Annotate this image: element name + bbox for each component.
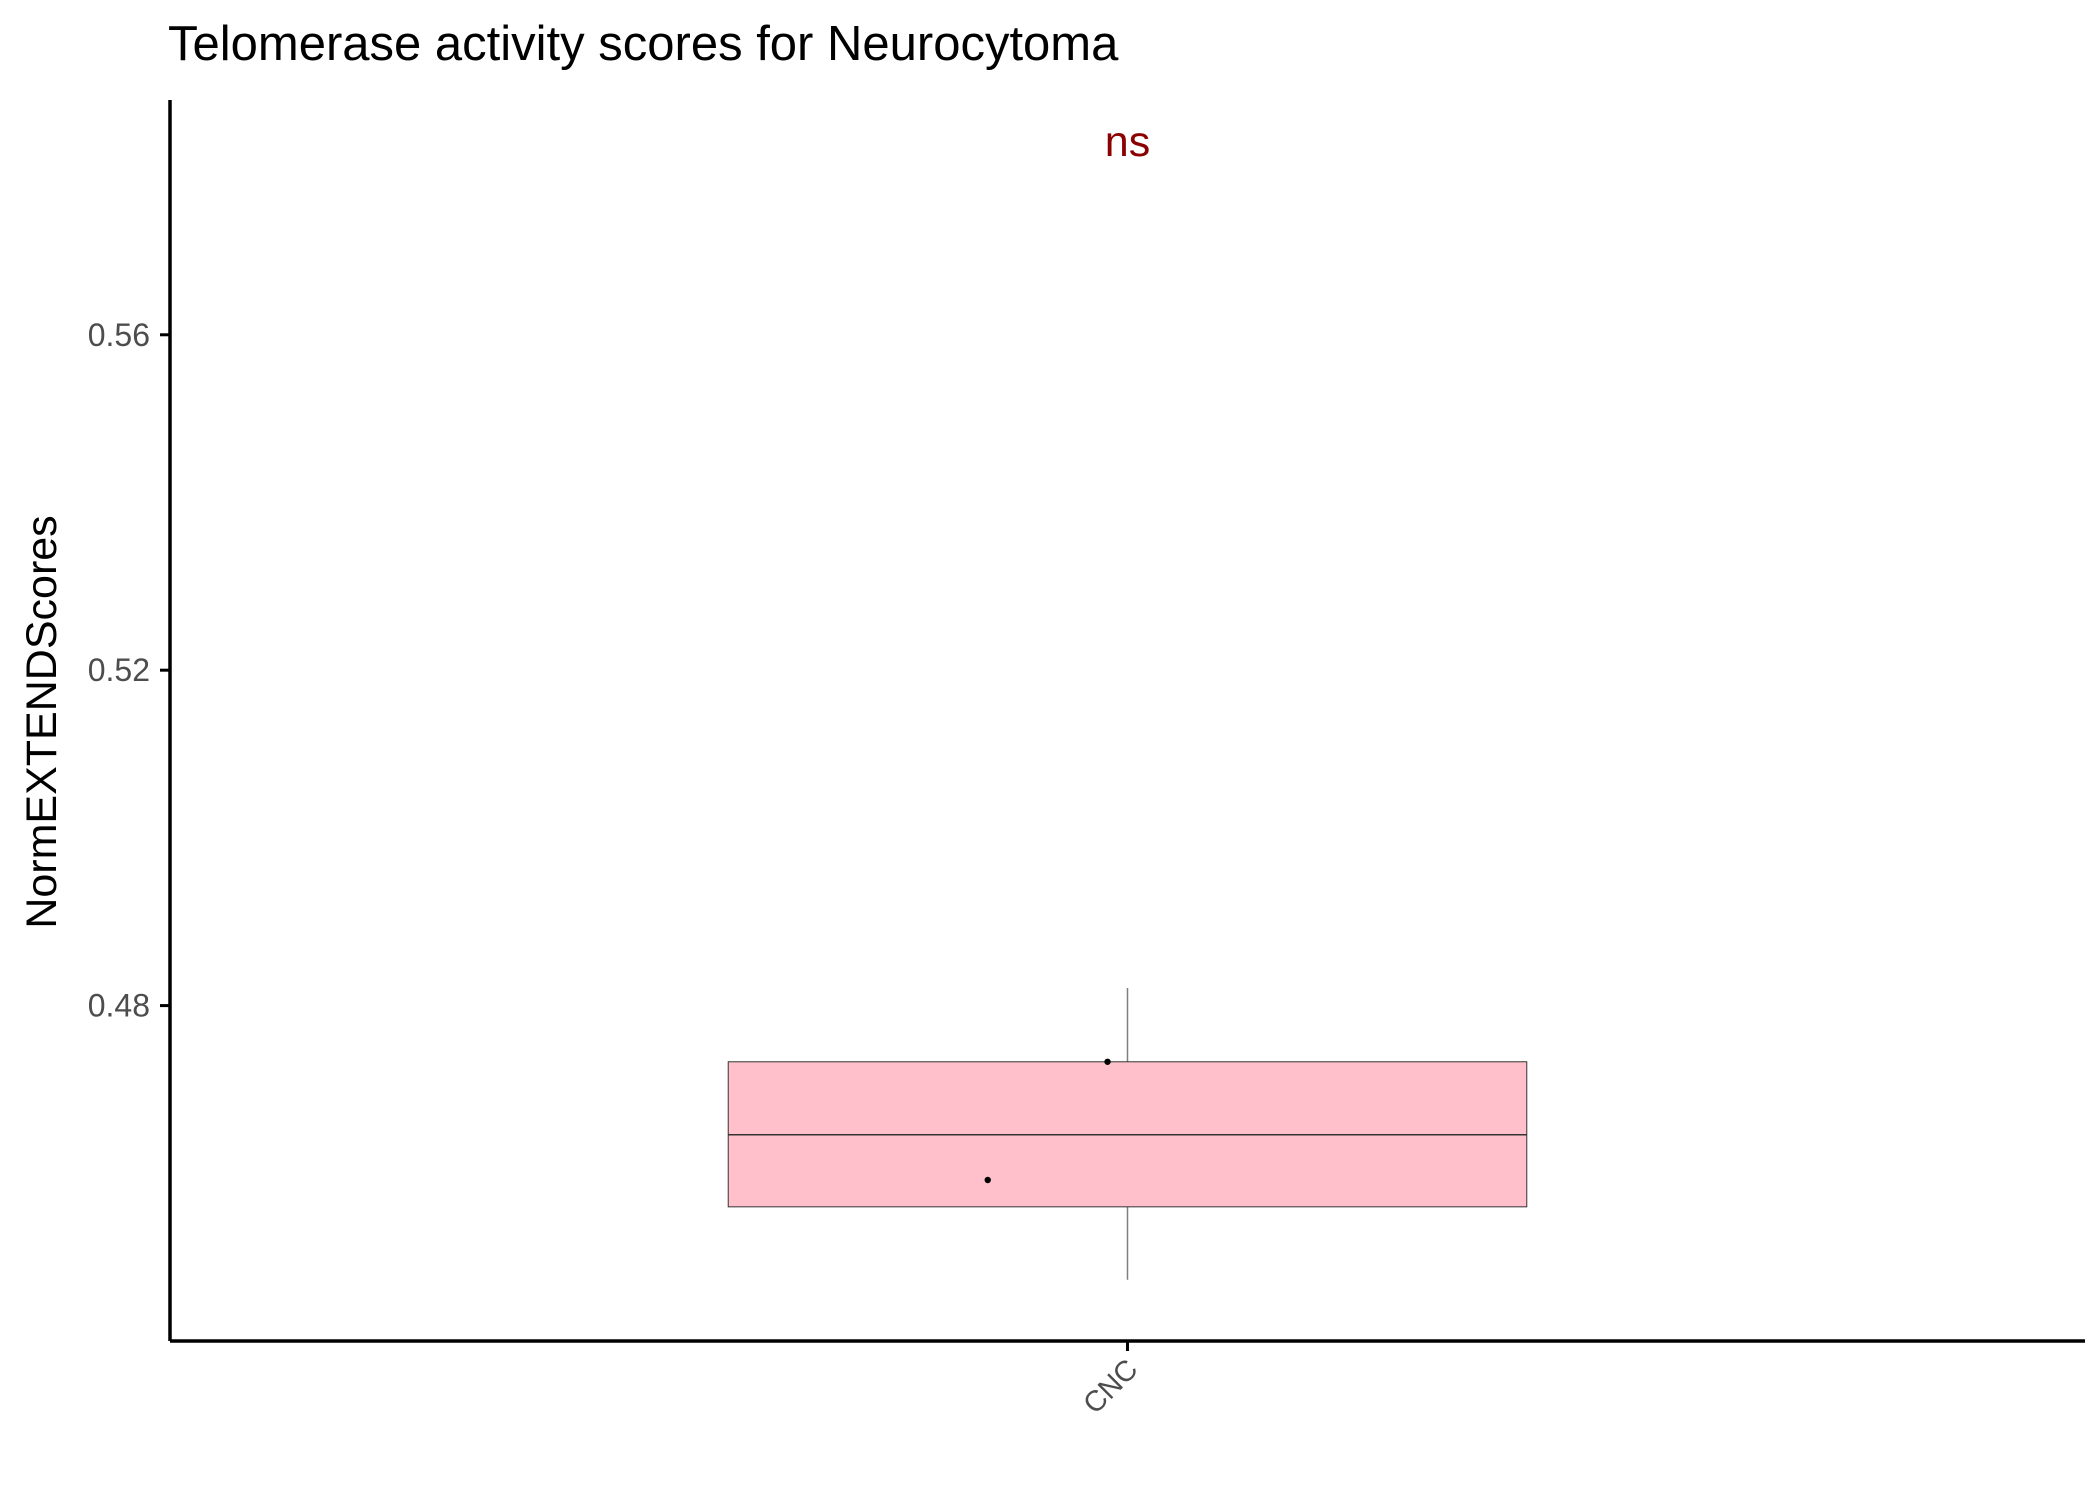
data-point — [1104, 1058, 1111, 1065]
plot-area: 0.48 0.52 0.56 CNC ns — [88, 100, 2085, 1420]
chart-title: Telomerase activity scores for Neurocyto… — [168, 17, 1119, 71]
y-tick-label: 0.52 — [88, 652, 150, 688]
data-point — [984, 1176, 991, 1184]
y-tick-label: 0.48 — [88, 988, 150, 1024]
y-tick-label: 0.56 — [88, 317, 150, 353]
x-tick-label: CNC — [1077, 1353, 1144, 1420]
y-axis-title: NormEXTENDScores — [18, 515, 66, 928]
significance-label: ns — [1105, 118, 1150, 166]
